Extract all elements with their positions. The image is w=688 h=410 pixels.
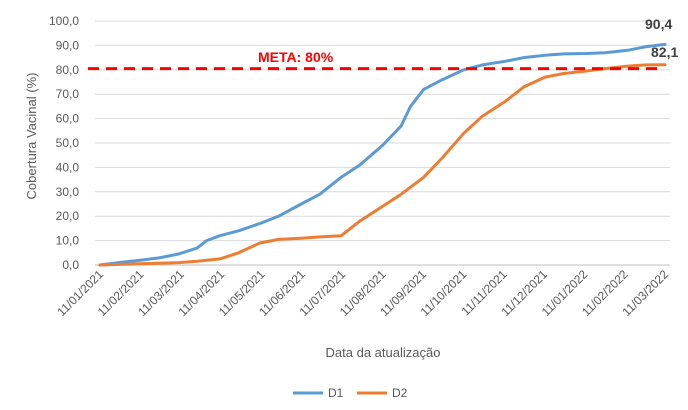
y-axis-label: Cobertura Vacinal (%) [24,73,39,200]
y-tick-label: 40,0 [56,160,80,174]
x-tick-labels: 11/01/202111/02/202111/03/202111/04/2021… [54,267,671,319]
legend-label-d2: D2 [392,386,408,400]
legend-label-d1: D1 [328,386,344,400]
y-tick-label: 50,0 [56,136,80,150]
y-tick-label: 0,0 [62,258,79,272]
legend: D1 D2 [293,386,408,400]
series-line-d1 [98,42,667,267]
y-tick-label: 100,0 [49,14,79,28]
y-tick-label: 70,0 [56,87,80,101]
y-tick-label: 10,0 [56,234,80,248]
gridlines [95,20,670,266]
end-labels: 90,4 82,1 [645,16,678,60]
y-tick-labels: 0,0 10,0 20,0 30,0 40,0 50,0 60,0 70,0 80,0 90,0 1… [49,14,79,272]
series-lines [98,42,667,267]
meta-label: META: 80% [258,49,334,65]
x-axis-label: Data da atualização [326,345,441,360]
y-tick-label: 80,0 [56,63,80,77]
end-label-d1: 90,4 [645,16,672,32]
y-tick-label: 90,0 [56,38,80,52]
y-tick-label: 20,0 [56,209,80,223]
series-line-d2 [98,63,667,267]
end-label-d2: 82,1 [651,44,678,60]
y-tick-label: 30,0 [56,185,80,199]
meta-line-group: META: 80% [88,49,660,71]
y-tick-label: 60,0 [56,112,80,126]
